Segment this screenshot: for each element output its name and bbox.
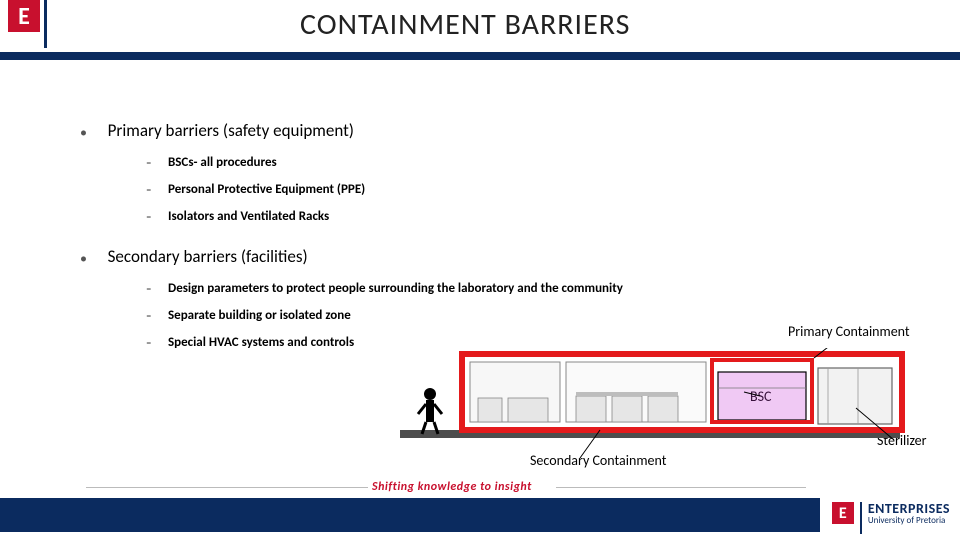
footer-logo: E ENTERPRISES University of Pretoria bbox=[832, 502, 950, 534]
secondary-barriers-heading: Secondary barriers (facilities) bbox=[108, 246, 308, 267]
content-area: Primary barriers (safety equipment) BSCs… bbox=[80, 120, 900, 372]
footer-mark: E bbox=[832, 502, 854, 524]
secondary-sub-0: Design parameters to protect people surr… bbox=[146, 281, 900, 296]
containment-diagram bbox=[400, 348, 960, 478]
tagline-rule-right bbox=[556, 487, 806, 488]
brand-mark: E bbox=[8, 0, 40, 32]
primary-barriers-heading: Primary barriers (safety equipment) bbox=[108, 120, 354, 141]
page-title: CONTAINMENT BARRIERS bbox=[300, 6, 630, 43]
tagline: Shifting knowledge to insight bbox=[372, 480, 532, 494]
footer-separator bbox=[860, 502, 862, 534]
label-primary-containment: Primary Containment bbox=[788, 323, 910, 340]
primary-sub-2: Isolators and Ventilated Racks bbox=[146, 209, 900, 224]
footer-bar bbox=[0, 498, 820, 532]
title-underline bbox=[0, 52, 960, 60]
tagline-rule-left bbox=[86, 487, 368, 488]
secondary-sub-1: Separate building or isolated zone bbox=[146, 308, 900, 323]
primary-sub-1: Personal Protective Equipment (PPE) bbox=[146, 182, 900, 197]
footer-brand-line2: University of Pretoria bbox=[868, 516, 950, 525]
footer-brand-line1: ENTERPRISES bbox=[868, 502, 950, 516]
brand-rule bbox=[44, 0, 47, 48]
primary-sub-0: BSCs- all procedures bbox=[146, 155, 900, 170]
